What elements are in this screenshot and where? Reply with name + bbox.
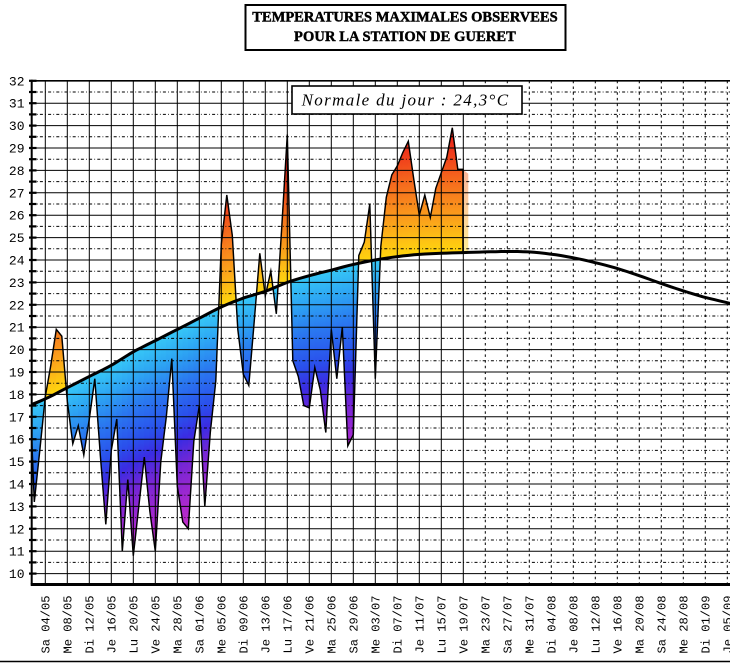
svg-text:Ve 19/07: Ve 19/07 [457, 595, 471, 653]
svg-text:18: 18 [9, 388, 25, 403]
svg-text:Di 01/09: Di 01/09 [699, 595, 713, 653]
svg-text:Me 08/05: Me 08/05 [61, 595, 75, 653]
svg-text:Sa 01/06: Sa 01/06 [193, 595, 207, 653]
svg-text:POUR LA STATION DE GUERET: POUR LA STATION DE GUERET [294, 29, 516, 45]
svg-text:Ve 16/08: Ve 16/08 [611, 595, 625, 653]
svg-text:27: 27 [9, 186, 25, 201]
svg-text:Di 07/07: Di 07/07 [391, 595, 405, 653]
svg-text:12: 12 [9, 522, 25, 537]
svg-text:21: 21 [9, 321, 25, 336]
svg-text:14: 14 [9, 478, 25, 493]
svg-text:Ve 24/05: Ve 24/05 [149, 595, 163, 653]
svg-text:22: 22 [9, 298, 25, 313]
svg-text:Ma 20/08: Ma 20/08 [633, 595, 647, 653]
svg-text:Je 16/05: Je 16/05 [105, 595, 119, 653]
svg-text:Me 31/07: Me 31/07 [523, 595, 537, 653]
svg-text:Ve 21/06: Ve 21/06 [303, 595, 317, 653]
svg-text:23: 23 [9, 276, 25, 291]
svg-text:Sa 04/05: Sa 04/05 [39, 595, 53, 653]
svg-text:10: 10 [9, 567, 25, 582]
svg-text:Lu 15/07: Lu 15/07 [435, 595, 449, 653]
svg-text:Sa 27/07: Sa 27/07 [501, 595, 515, 653]
svg-text:24: 24 [9, 254, 25, 269]
svg-text:Di 12/05: Di 12/05 [83, 595, 97, 653]
svg-text:15: 15 [9, 455, 25, 470]
svg-text:Me 03/07: Me 03/07 [369, 595, 383, 653]
svg-text:Je 11/07: Je 11/07 [413, 595, 427, 653]
svg-text:Je 13/06: Je 13/06 [259, 595, 273, 653]
svg-text:28: 28 [9, 164, 25, 179]
svg-text:26: 26 [9, 209, 25, 224]
svg-text:20: 20 [9, 343, 25, 358]
svg-text:TEMPERATURES MAXIMALES OBSERVE: TEMPERATURES MAXIMALES OBSERVEES [252, 10, 557, 26]
svg-text:11: 11 [9, 545, 25, 560]
svg-text:32: 32 [9, 74, 25, 89]
svg-text:Sa 24/08: Sa 24/08 [655, 595, 669, 653]
svg-text:31: 31 [9, 97, 25, 112]
svg-text:13: 13 [9, 500, 25, 515]
svg-text:Ma 25/06: Ma 25/06 [325, 595, 339, 653]
svg-text:Di 04/08: Di 04/08 [545, 595, 559, 653]
svg-text:Me 28/08: Me 28/08 [677, 595, 691, 653]
svg-text:19: 19 [9, 366, 25, 381]
svg-text:Ma 23/07: Ma 23/07 [479, 595, 493, 653]
svg-text:Lu 17/06: Lu 17/06 [281, 595, 295, 653]
svg-text:Lu 20/05: Lu 20/05 [127, 595, 141, 653]
svg-text:29: 29 [9, 142, 25, 157]
svg-text:Me 05/06: Me 05/06 [215, 595, 229, 653]
svg-text:17: 17 [9, 410, 25, 425]
svg-text:Ma 28/05: Ma 28/05 [171, 595, 185, 653]
svg-text:Lu 12/08: Lu 12/08 [589, 595, 603, 653]
svg-text:30: 30 [9, 119, 25, 134]
svg-text:Je 08/08: Je 08/08 [567, 595, 581, 653]
svg-text:16: 16 [9, 433, 25, 448]
svg-text:Di 09/06: Di 09/06 [237, 595, 251, 653]
svg-text:Normale du jour : 24,3°C: Normale du jour : 24,3°C [301, 91, 510, 110]
svg-text:25: 25 [9, 231, 25, 246]
svg-text:Sa 29/06: Sa 29/06 [347, 595, 361, 653]
svg-text:Je 05/09: Je 05/09 [721, 595, 730, 653]
